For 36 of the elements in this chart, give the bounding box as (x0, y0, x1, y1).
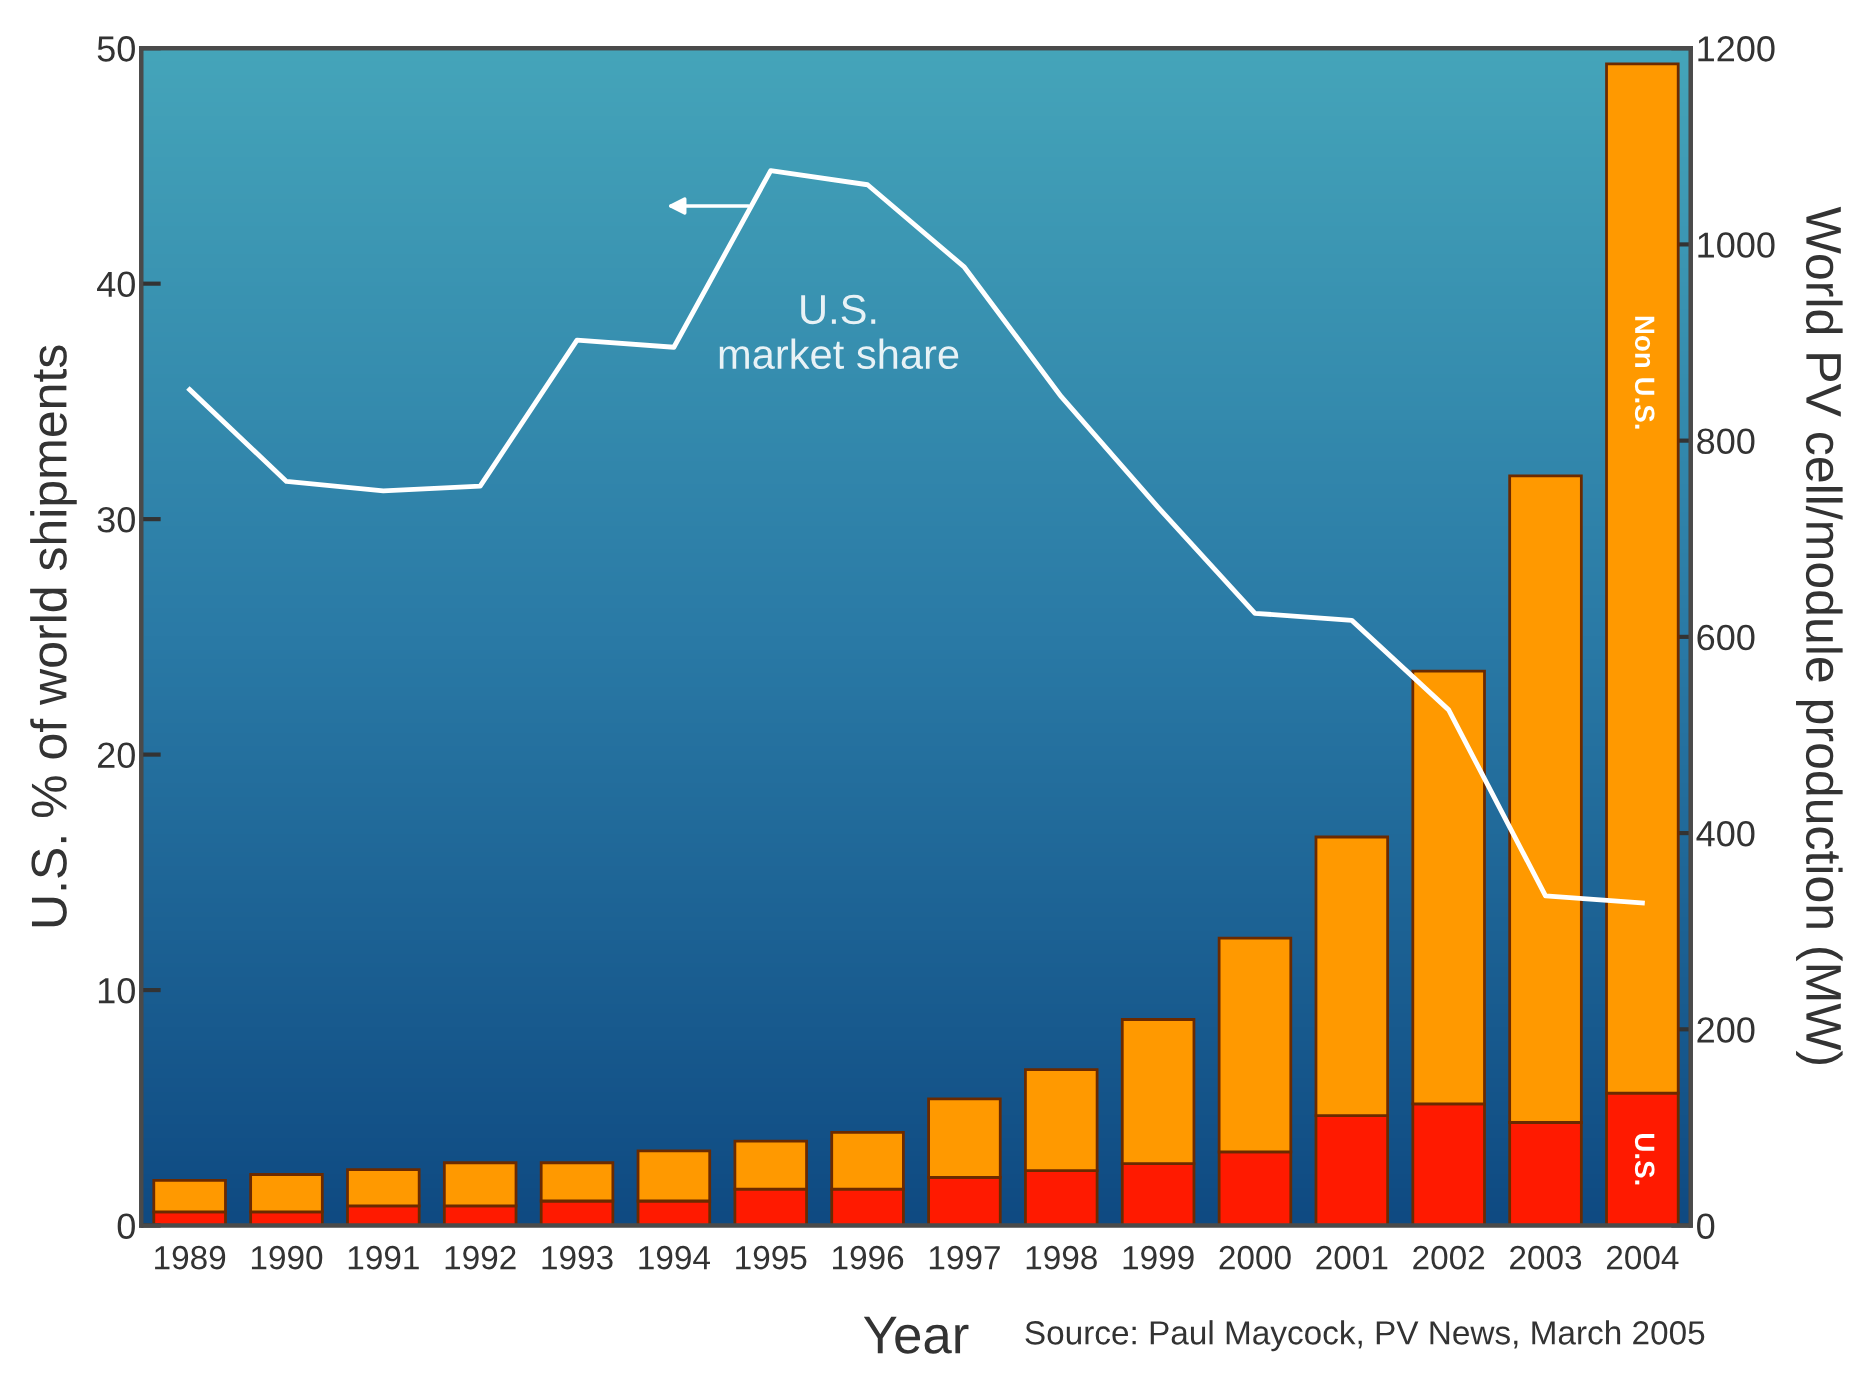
y2-tick-label: 400 (1696, 820, 1755, 847)
y-tick-label: 40 (97, 271, 135, 298)
x-tick-label: 2003 (1510, 1245, 1582, 1270)
x-tick-label: 1992 (445, 1245, 516, 1270)
y-tick-label: 0 (117, 1213, 135, 1239)
y-tick-label: 20 (98, 742, 135, 769)
x-tick-label: 1995 (736, 1245, 807, 1270)
y-tick-label: 10 (98, 977, 135, 1004)
x-tick-label: 2001 (1316, 1245, 1388, 1270)
x-tick-label: 1993 (542, 1245, 613, 1270)
x-tick-label: 1999 (1123, 1245, 1194, 1270)
x-tick-label: 2002 (1413, 1245, 1485, 1270)
y2-tick-label: 1000 (1698, 232, 1775, 258)
x-tick-label: 1996 (833, 1245, 904, 1270)
series-label: U.S. market share (719, 294, 959, 370)
y2-tick-label: 600 (1697, 624, 1755, 651)
y-axis-title: U.S. % of world shipments (30, 345, 77, 927)
x-tick-label: 1990 (251, 1245, 323, 1270)
y-tick-label: 30 (97, 507, 135, 533)
y-tick-label: 50 (97, 36, 135, 62)
x-tick-label: 1989 (155, 1245, 226, 1270)
series-label: Non U.S. (1634, 316, 1655, 429)
y2-tick-label: 1200 (1698, 36, 1775, 62)
y2-tick-label: 800 (1697, 428, 1755, 455)
x-tick-label: 2000 (1219, 1245, 1291, 1270)
y2-tick-label: 200 (1697, 1017, 1755, 1043)
y2-axis-title: World PV cell/module production (MW) (1796, 206, 1843, 1065)
x-tick-label: 1997 (929, 1245, 1000, 1270)
source-note: Source: Paul Maycock, PV News, March 2005 (1025, 1320, 1705, 1352)
y2-tick-label: 0 (1697, 1213, 1715, 1239)
series-label: U.S. (1634, 1133, 1655, 1185)
x-tick-label: 1994 (639, 1245, 710, 1270)
x-tick-label: 1998 (1026, 1245, 1097, 1270)
x-tick-label: 1991 (348, 1245, 419, 1270)
x-tick-label: 2004 (1606, 1245, 1679, 1270)
x-axis-title: Year (863, 1316, 969, 1354)
